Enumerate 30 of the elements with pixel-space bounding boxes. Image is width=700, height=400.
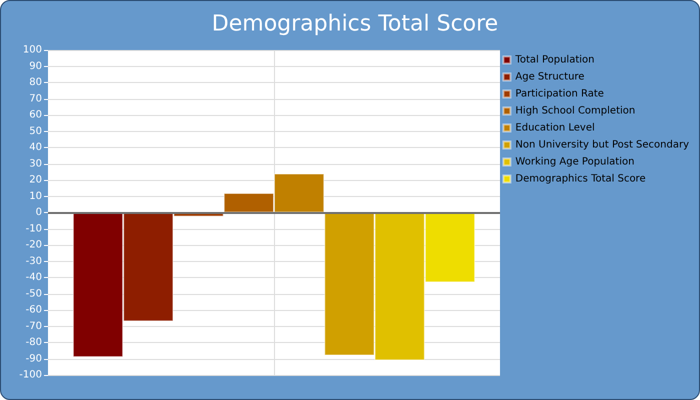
y-tick-label: -90 [26, 353, 42, 364]
y-tick-label: 100 [22, 44, 42, 56]
y-tick-label: 10 [29, 190, 42, 202]
y-tick-label: 60 [29, 110, 42, 120]
y-tick-label: 70 [29, 93, 42, 104]
y-tick-label: -30 [26, 256, 42, 267]
y-tick-label: -60 [26, 304, 42, 316]
legend-label: High School Completion [515, 106, 636, 116]
y-tick-label: -70 [26, 320, 42, 332]
y-tick-label: 0 [36, 207, 42, 218]
y-tick-label: 90 [29, 60, 42, 72]
legend-label: Participation Rate [515, 88, 604, 100]
y-tick-label: -40 [26, 272, 42, 283]
y-tick-label: -80 [26, 337, 42, 348]
y-tick-label: -50 [26, 288, 42, 300]
y-tick-label: 30 [29, 158, 42, 170]
y-tick-label: 80 [29, 77, 42, 88]
legend-label: Education Level [515, 122, 595, 134]
y-tick-label: 40 [29, 142, 42, 153]
y-tick-label: -100 [19, 370, 42, 380]
legend-label: Age Structure [515, 72, 584, 82]
legend-label: Working Age Population [515, 156, 634, 168]
y-tick-label: -20 [26, 240, 42, 250]
legend-label: Non University but Post Secondary [515, 140, 690, 150]
y-tick-label: 50 [29, 126, 42, 137]
legend-label: Demographics Total Score [515, 174, 646, 184]
y-tick-label: 20 [29, 174, 42, 186]
chart-title: Demographics Total Score [212, 12, 498, 36]
y-tick-label: -10 [26, 223, 42, 234]
legend-label: Total Population [514, 54, 594, 66]
